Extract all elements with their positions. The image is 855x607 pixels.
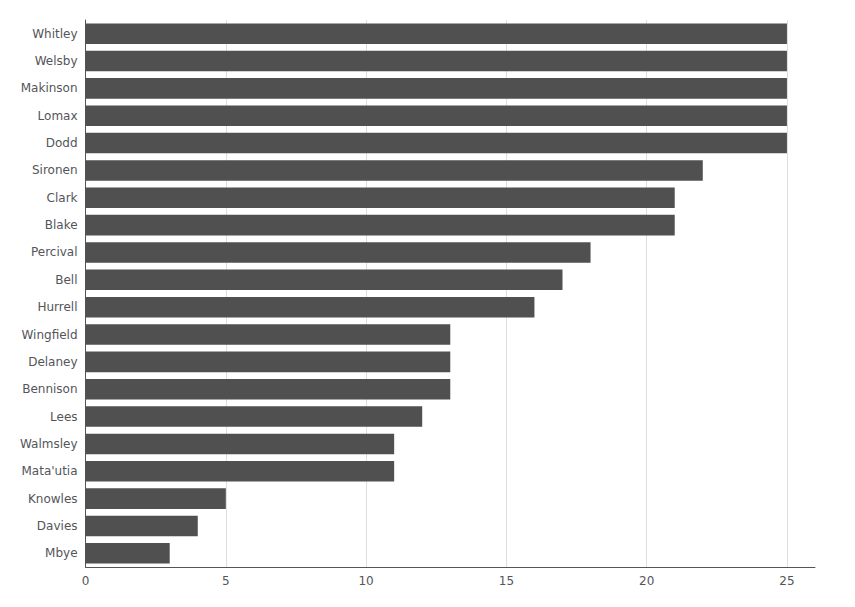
svg-text:Wingfield: Wingfield [21, 328, 77, 342]
svg-text:Whitley: Whitley [32, 27, 77, 41]
svg-text:Welsby: Welsby [35, 54, 78, 68]
svg-text:Makinson: Makinson [21, 81, 78, 95]
svg-text:5: 5 [222, 574, 230, 588]
svg-text:Bell: Bell [55, 273, 77, 287]
svg-text:10: 10 [358, 574, 373, 588]
svg-text:Sironen: Sironen [32, 163, 78, 177]
svg-text:Clark: Clark [47, 191, 78, 205]
svg-text:20: 20 [639, 574, 654, 588]
svg-text:Mbye: Mbye [45, 546, 77, 560]
svg-text:Lees: Lees [50, 410, 78, 424]
svg-text:Knowles: Knowles [28, 492, 78, 506]
svg-text:15: 15 [499, 574, 514, 588]
svg-text:Walmsley: Walmsley [20, 437, 78, 451]
svg-text:Lomax: Lomax [38, 109, 78, 123]
svg-text:Davies: Davies [37, 519, 78, 533]
svg-text:0: 0 [82, 574, 90, 588]
svg-text:Blake: Blake [45, 218, 78, 232]
svg-text:Delaney: Delaney [28, 355, 77, 369]
svg-text:Hurrell: Hurrell [37, 300, 77, 314]
svg-text:Dodd: Dodd [46, 136, 78, 150]
svg-text:25: 25 [779, 574, 794, 588]
svg-text:Mata'utia: Mata'utia [21, 464, 77, 478]
svg-text:Bennison: Bennison [22, 382, 77, 396]
svg-text:Percival: Percival [31, 245, 78, 259]
